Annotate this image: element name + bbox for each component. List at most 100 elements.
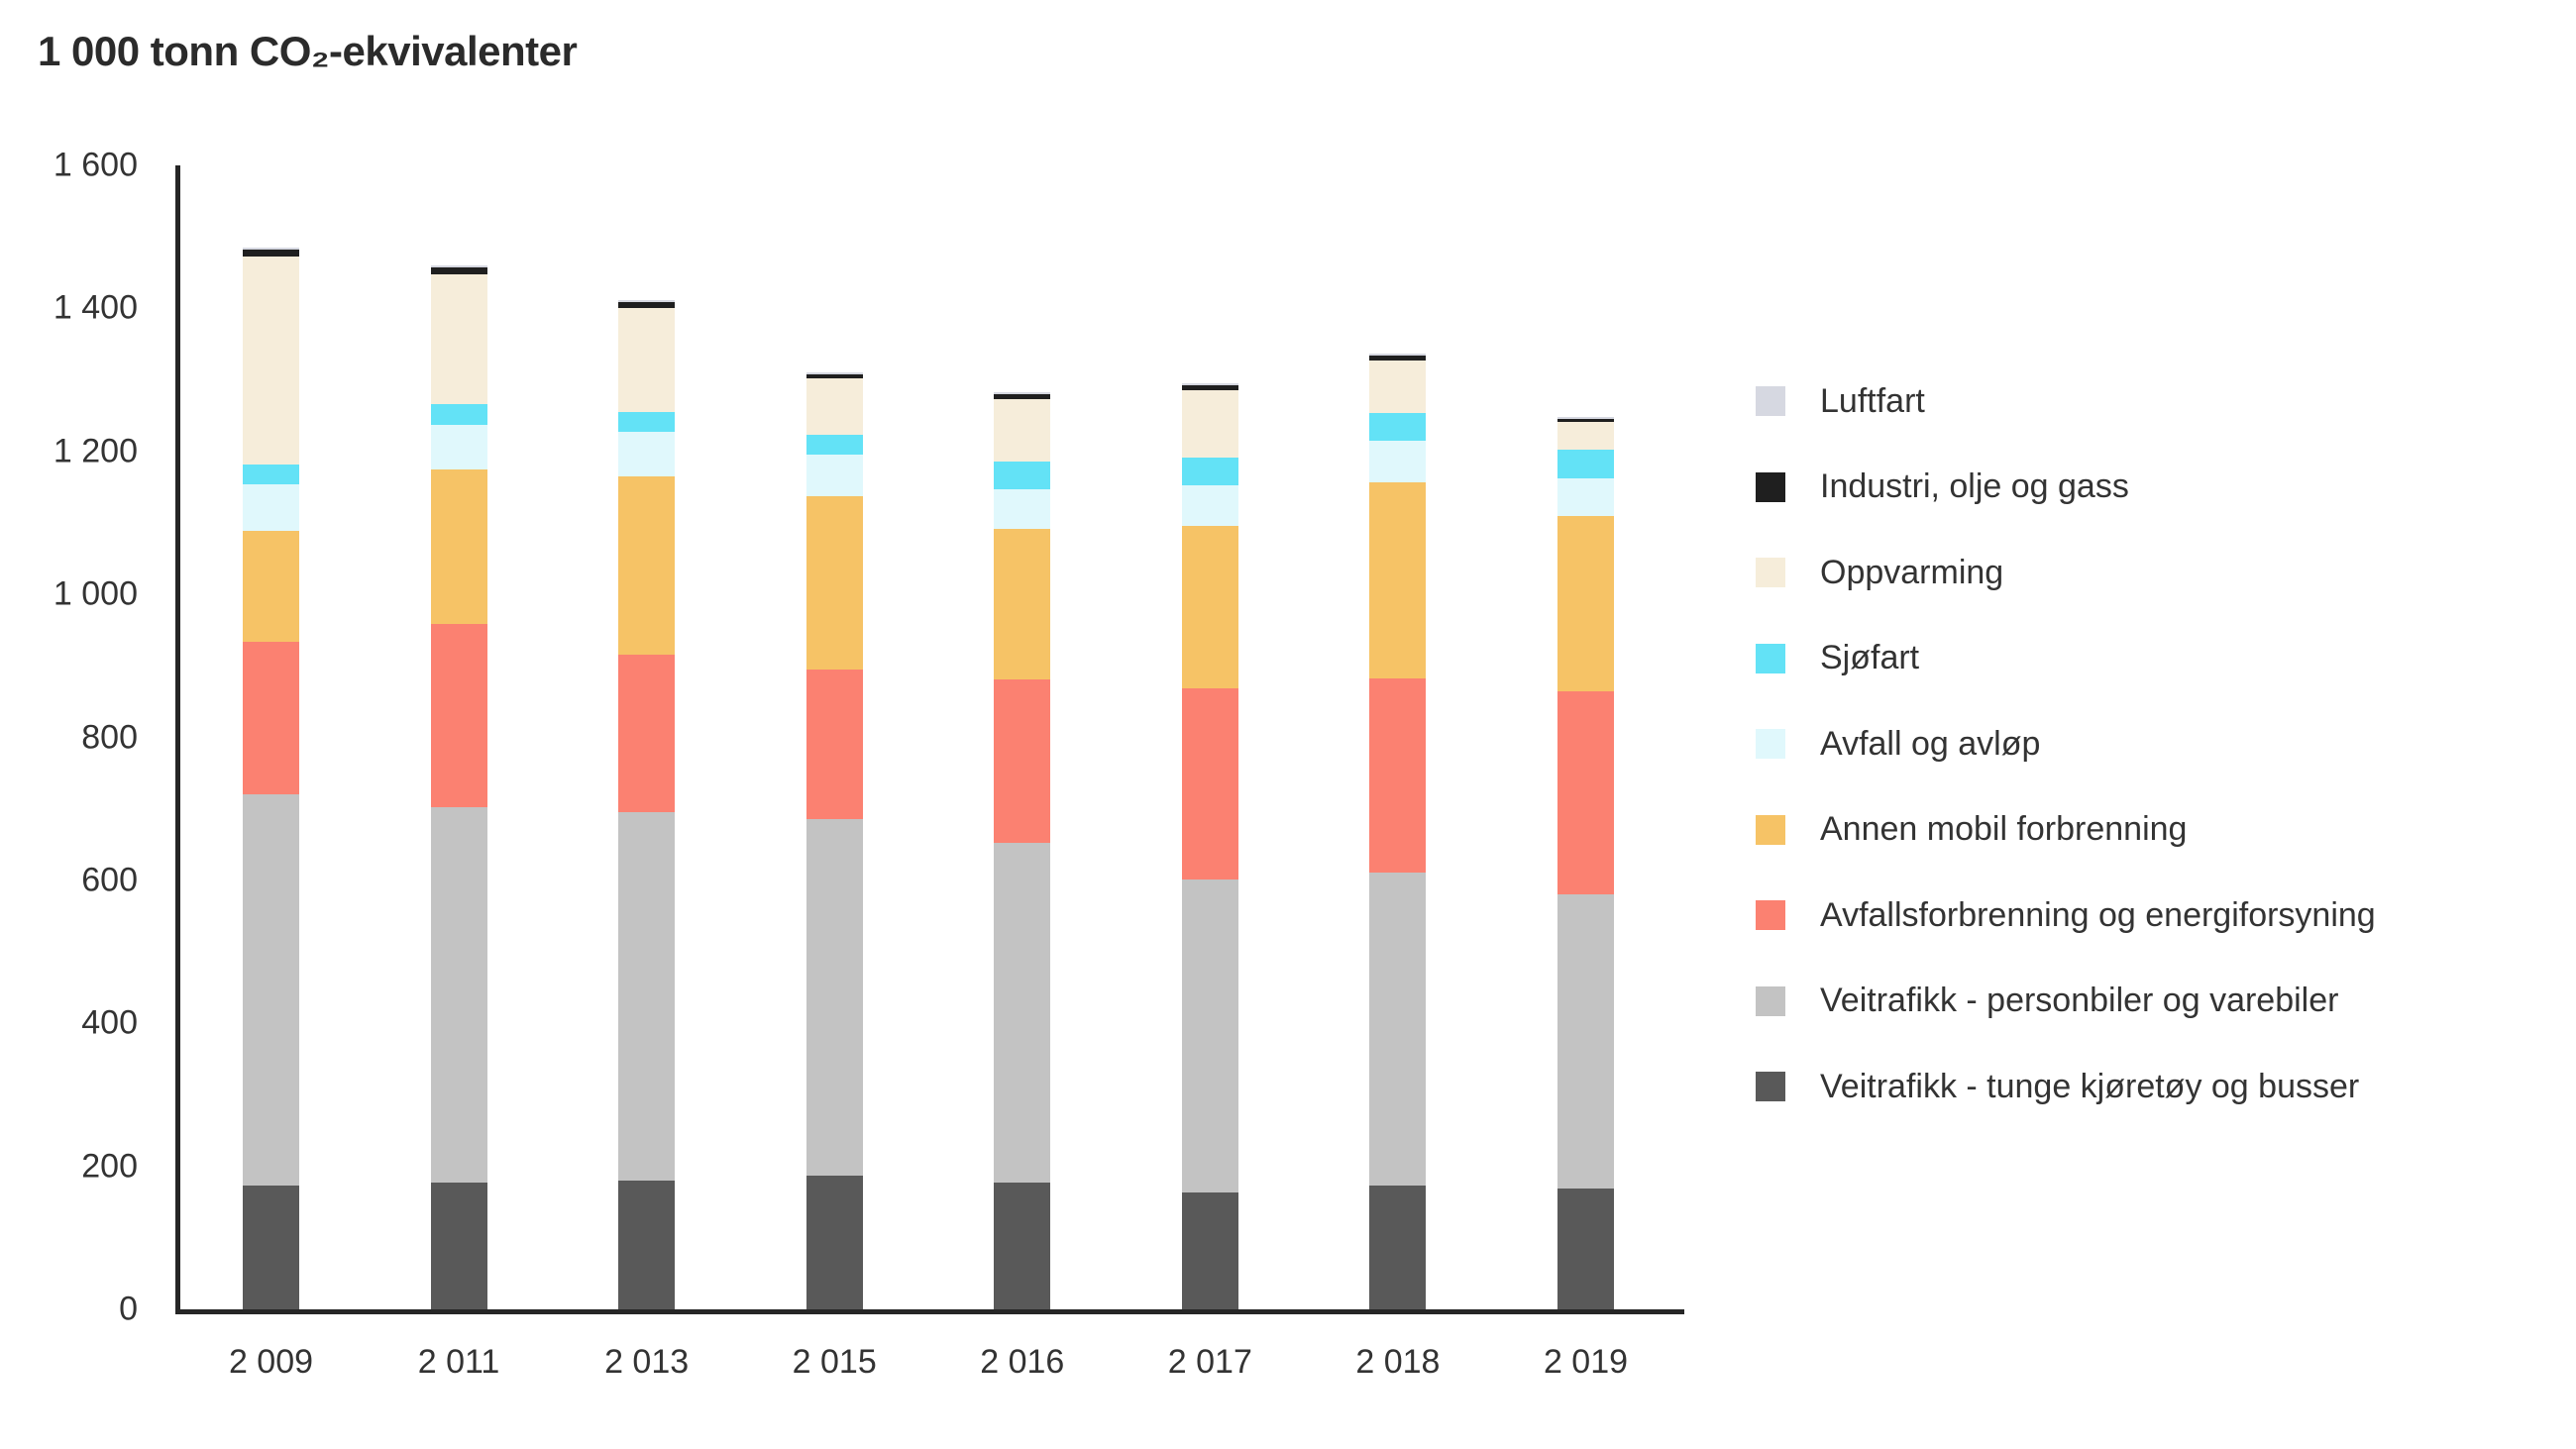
bar-segment (618, 412, 676, 433)
bar-segment (430, 468, 487, 625)
bar-segment (430, 807, 487, 1184)
legend-label: Industri, olje og gass (1820, 467, 2129, 505)
legend-label: Sjøfart (1820, 639, 1920, 676)
legend-swatch-icon (1756, 814, 1785, 845)
bar-segment (1556, 691, 1614, 894)
bar-segment (1181, 385, 1238, 390)
bar-segment (243, 794, 299, 1187)
bar-segment (805, 1176, 863, 1309)
legend-swatch-icon (1756, 643, 1785, 673)
bar-segment (805, 371, 863, 374)
legend-item: Veitrafikk - personbiler og varebiler (1756, 980, 2338, 1023)
bar-segment (994, 679, 1051, 844)
bar-segment (994, 399, 1051, 462)
bar-segment (1369, 678, 1427, 873)
bar-segment (805, 373, 863, 379)
y-axis-tick-label: 0 (119, 1290, 138, 1328)
bar-segment (430, 425, 487, 469)
bar-segment (430, 624, 487, 808)
legend-item: Annen mobil forbrenning (1756, 808, 2187, 852)
bar-segment (1181, 1191, 1238, 1309)
y-axis-tick-label: 400 (81, 1003, 138, 1042)
legend-label: Avfallsforbrenning og energiforsyning (1820, 895, 2376, 934)
bar-segment (618, 1181, 676, 1309)
bar-segment (994, 461, 1051, 489)
x-axis-tick-label: 2 015 (792, 1343, 877, 1381)
y-axis-tick-label: 800 (81, 718, 138, 756)
bar-segment (430, 1183, 487, 1309)
bar-segment (1556, 516, 1614, 692)
bar-segment (1556, 422, 1614, 451)
bar-segment (430, 267, 487, 275)
bar-segment (430, 265, 487, 268)
x-axis-tick-label: 2 009 (228, 1343, 314, 1381)
legend-swatch-icon (1756, 729, 1785, 759)
legend-item: Avfall og avløp (1756, 722, 2040, 766)
legend-swatch-icon (1756, 985, 1785, 1016)
bar-segment (1369, 412, 1427, 441)
bar-segment (1369, 481, 1427, 679)
y-axis-tick-label: 1 600 (53, 146, 138, 184)
x-axis-tick-label: 2 019 (1543, 1343, 1629, 1381)
bar-segment (243, 530, 299, 643)
bar-segment (243, 1186, 299, 1309)
bar-segment (1369, 353, 1427, 356)
x-axis-tick-label: 2 011 (417, 1343, 500, 1381)
bar-segment (805, 435, 863, 456)
legend-swatch-icon (1756, 386, 1785, 416)
bar-segment (994, 528, 1051, 680)
y-axis-tick-label: 600 (81, 861, 138, 899)
bar-segment (1556, 1189, 1614, 1309)
bar-segment (1181, 688, 1238, 880)
bar-segment (805, 818, 863, 1176)
bar-segment (1556, 450, 1614, 479)
bar-segment (618, 299, 676, 302)
legend-label: Veitrafikk - tunge kjøretøy og busser (1820, 1067, 2360, 1105)
bar-segment (618, 812, 676, 1182)
bar-segment (805, 669, 863, 819)
legend-swatch-icon (1756, 1072, 1785, 1101)
bar-segment (243, 248, 299, 251)
bar-segment (430, 404, 487, 426)
legend-label: Annen mobil forbrenning (1820, 810, 2188, 848)
bar-segment (805, 496, 863, 670)
bar-segment (618, 432, 676, 476)
bar-segment (1181, 457, 1238, 485)
legend-label: Veitrafikk - personbiler og varebiler (1820, 982, 2339, 1019)
x-axis-tick-label: 2 016 (980, 1343, 1065, 1381)
legend-item: Luftfart (1756, 379, 1925, 423)
legend-swatch-icon (1756, 900, 1785, 930)
bar-segment (243, 464, 299, 484)
bar-segment (994, 1183, 1051, 1309)
bar-segment (994, 394, 1051, 400)
bar-segment (243, 642, 299, 795)
x-axis-tick-label: 2 018 (1355, 1343, 1441, 1381)
y-axis-line (175, 165, 180, 1314)
legend-label: Avfall og avløp (1820, 724, 2041, 763)
bar-segment (1369, 440, 1427, 482)
y-axis-tick-label: 1 400 (53, 288, 138, 327)
bar-segment (1181, 484, 1238, 526)
bar-segment (430, 274, 487, 405)
bar-segment (1369, 361, 1427, 413)
y-axis-tick-label: 200 (81, 1147, 138, 1186)
x-axis-tick-label: 2 013 (604, 1343, 690, 1381)
bar-segment (243, 250, 299, 258)
legend-item: Industri, olje og gass (1756, 466, 2129, 509)
bar-segment (618, 301, 676, 308)
bar-segment (1556, 417, 1614, 419)
legend-label: Luftfart (1820, 381, 1925, 420)
bar-segment (1181, 383, 1238, 386)
legend-item: Avfallsforbrenning og energiforsyning (1756, 893, 2376, 937)
bar-segment (994, 843, 1051, 1184)
bar-segment (243, 257, 299, 465)
y-axis-tick-label: 1 000 (53, 574, 138, 613)
legend-item: Sjøfart (1756, 637, 1919, 680)
chart-title: 1 000 tonn CO₂-ekvivalenter (38, 28, 578, 74)
legend-label: Oppvarming (1820, 553, 2004, 591)
x-axis-line (175, 1309, 1684, 1314)
legend-swatch-icon (1756, 558, 1785, 587)
bar-segment (1369, 356, 1427, 362)
bar-segment (1181, 525, 1238, 689)
